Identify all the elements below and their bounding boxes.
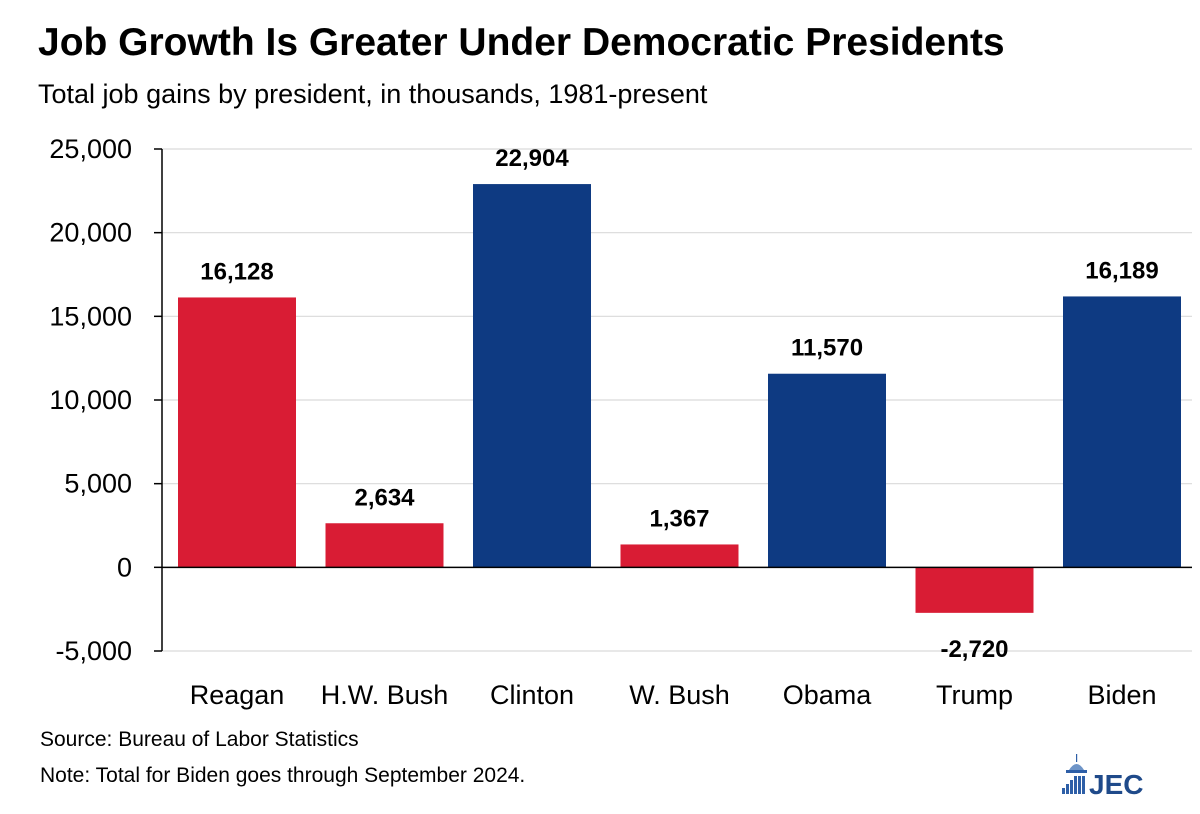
y-tick-label: 0: [117, 552, 132, 582]
bar-trump: [915, 567, 1034, 613]
y-tick-label: -5,000: [55, 636, 132, 666]
data-labels: 16,128 2,634 22,904 1,367 11,570 -2,720 16,189: [200, 145, 1158, 663]
footnote: Note: Total for Biden goes through Septe…: [40, 764, 526, 787]
y-tick-label: 25,000: [49, 134, 132, 164]
chart-title: Job Growth Is Greater Under Democratic P…: [38, 21, 1005, 64]
y-tick-label: 15,000: [49, 301, 132, 331]
x-tick-label: H.W. Bush: [321, 680, 449, 710]
capitol-dome-icon: [1062, 754, 1087, 794]
data-label: 16,128: [200, 258, 273, 285]
chart-subtitle: Total job gains by president, in thousan…: [38, 79, 708, 109]
source-note: Source: Bureau of Labor Statistics: [40, 728, 359, 751]
jec-logo: JEC: [1062, 754, 1143, 796]
data-label: 1,367: [649, 505, 709, 532]
x-tick-label: Trump: [936, 680, 1013, 710]
data-label: 11,570: [791, 335, 863, 362]
bar-clinton: [473, 184, 591, 568]
data-label: 16,189: [1085, 257, 1158, 284]
y-tick-label: 5,000: [64, 469, 132, 499]
y-tick-label: 10,000: [49, 385, 132, 415]
axes: 25,000 20,000 15,000 10,000 5,000 0 -5,000 Reag…: [49, 134, 1192, 710]
y-tick-label: 20,000: [49, 218, 132, 248]
data-label: 22,904: [495, 145, 569, 172]
x-tick-label: W. Bush: [629, 680, 730, 710]
bar-reagan: [178, 297, 296, 568]
x-tick-label: Biden: [1087, 680, 1156, 710]
x-tick-label: Clinton: [490, 680, 574, 710]
data-label: 2,634: [354, 484, 415, 511]
logo-text: JEC: [1089, 769, 1143, 796]
bar-biden: [1063, 296, 1181, 568]
bar-chart: 25,000 20,000 15,000 10,000 5,000 0 -5,000 Reag…: [49, 134, 1192, 710]
x-tick-label: Reagan: [190, 680, 285, 710]
bar-obama: [768, 373, 886, 568]
bar-w-bush: [620, 544, 739, 568]
x-tick-label: Obama: [783, 680, 873, 710]
data-label: -2,720: [940, 636, 1008, 663]
bar-h-w-bush: [325, 523, 444, 568]
gridlines: [162, 148, 1192, 652]
bars: [178, 184, 1181, 613]
